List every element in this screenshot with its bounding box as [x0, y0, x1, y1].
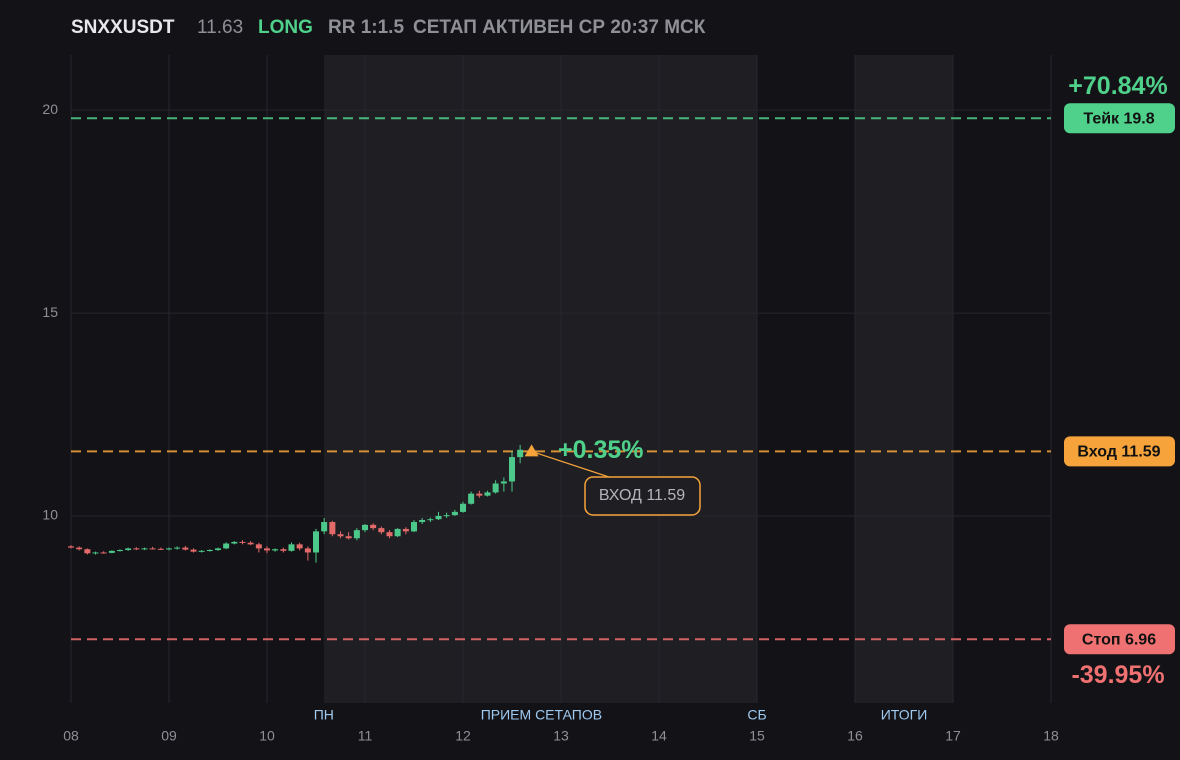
- level-label: Тейк 19.8: [1083, 111, 1154, 128]
- candle-body: [68, 546, 74, 548]
- candle-body: [296, 544, 303, 549]
- risk-reward: RR 1:1.5: [328, 17, 404, 38]
- candle-body: [362, 524, 368, 531]
- candle-body: [337, 534, 344, 537]
- level-label: Стоп 6.96: [1082, 632, 1156, 649]
- side: LONG: [258, 17, 313, 38]
- entry-box: [584, 476, 701, 516]
- candle-body: [166, 548, 172, 550]
- candle-body: [345, 536, 352, 539]
- status: СЕТАП АКТИВЕН СР 20:37 МСК: [413, 17, 706, 38]
- y-tick-label: 15: [42, 304, 58, 320]
- level-pct: +70.84%: [1068, 72, 1167, 100]
- x-tick-label: 11: [358, 728, 373, 744]
- candle-body: [411, 522, 417, 532]
- x-tick-label: 12: [455, 728, 471, 744]
- candle-body: [231, 541, 238, 544]
- candle-body: [76, 547, 83, 550]
- candle-body: [280, 549, 287, 551]
- candle-body: [84, 549, 91, 554]
- candle-body: [141, 548, 148, 550]
- candle-body: [370, 524, 377, 529]
- candle-body: [509, 457, 515, 482]
- level-pct: -39.95%: [1071, 661, 1164, 689]
- level-label: Вход 11.59: [1077, 444, 1160, 461]
- candle-body: [117, 550, 123, 552]
- x-tick-label: 14: [651, 728, 667, 744]
- entry-connector: [531, 450, 613, 479]
- candle-body: [206, 550, 213, 552]
- candle-body: [427, 519, 434, 521]
- candle-body: [443, 515, 450, 517]
- candle-body: [353, 530, 360, 539]
- y-tick-label: 20: [42, 101, 58, 117]
- candle-body: [321, 522, 328, 532]
- candle-body: [460, 503, 466, 512]
- price: 11.63: [197, 17, 243, 38]
- candle-body: [100, 552, 107, 554]
- candle-body: [419, 520, 426, 523]
- candle-body: [125, 548, 132, 551]
- x-tick-label: 17: [945, 728, 961, 744]
- session-label: ПН: [314, 707, 334, 723]
- candle-body: [255, 544, 262, 549]
- y-tick-label: 10: [42, 507, 58, 523]
- x-tick-label: 08: [63, 728, 79, 744]
- candle-body: [394, 528, 401, 537]
- session-label: ПРИЕМ СЕТАПОВ: [481, 707, 602, 723]
- x-tick-label: 15: [749, 728, 765, 744]
- x-tick-label: 09: [161, 728, 177, 744]
- candle-body: [435, 515, 442, 520]
- candle-body: [92, 552, 99, 554]
- candle-body: [223, 543, 230, 549]
- candle-body: [492, 483, 499, 493]
- candle-body: [468, 493, 475, 504]
- candle-body: [476, 493, 483, 496]
- session-label: СБ: [747, 707, 766, 723]
- x-tick-label: 13: [553, 728, 569, 744]
- candle-body: [239, 541, 246, 543]
- entry-pct: +0.35%: [558, 436, 644, 464]
- candle-body: [133, 548, 140, 550]
- candle-body: [247, 542, 254, 545]
- level-badge: [1064, 624, 1175, 655]
- candle-body: [198, 550, 205, 552]
- symbol: SNXXUSDT: [71, 17, 175, 38]
- candle-body: [272, 549, 279, 551]
- x-tick-label: 16: [847, 728, 863, 744]
- candle-body: [484, 492, 491, 496]
- candle-body: [304, 548, 311, 553]
- candle-body: [174, 547, 181, 549]
- candle-body: [157, 548, 164, 550]
- entry-label: ВХОД 11.59: [599, 487, 685, 504]
- session-shade: [323, 55, 757, 703]
- candle-body: [108, 550, 115, 553]
- candle-body: [451, 511, 458, 516]
- candle-body: [264, 548, 270, 551]
- candle-body: [313, 531, 319, 553]
- candle-body: [182, 547, 189, 550]
- session-shade: [855, 55, 953, 703]
- candle-body: [149, 548, 156, 550]
- candle-body: [215, 548, 221, 551]
- level-badge: [1064, 103, 1175, 134]
- candle-body: [378, 528, 385, 533]
- candle-body: [329, 522, 336, 535]
- level-badge: [1064, 436, 1175, 467]
- entry-marker: [524, 444, 539, 457]
- candle-body: [402, 528, 409, 532]
- x-tick-label: 10: [259, 728, 275, 744]
- x-tick-label: 18: [1043, 728, 1059, 744]
- candle-body: [190, 549, 197, 552]
- candle-body: [517, 449, 524, 458]
- candle-body: [386, 532, 393, 537]
- session-label: ИТОГИ: [881, 707, 928, 723]
- candle-body: [288, 544, 295, 551]
- candle-body: [500, 481, 507, 484]
